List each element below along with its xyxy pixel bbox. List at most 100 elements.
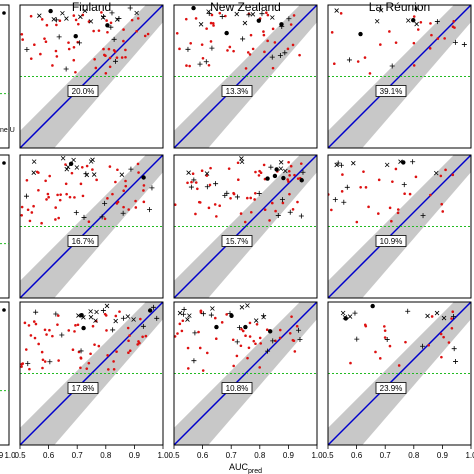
- red-point: [436, 37, 440, 40]
- red-point: [37, 188, 40, 192]
- cross-point: [187, 313, 192, 318]
- red-point: [397, 364, 401, 367]
- red-point: [288, 332, 292, 335]
- red-point: [134, 199, 137, 203]
- red-point: [73, 196, 76, 199]
- red-point: [330, 31, 334, 34]
- plus-point: [109, 10, 115, 16]
- cross-point: [374, 18, 380, 24]
- red-point: [33, 43, 36, 47]
- percent-box: [221, 85, 253, 97]
- cross-point: [134, 10, 139, 16]
- red-point: [85, 367, 89, 370]
- red-point: [379, 43, 382, 46]
- plus-point: [461, 42, 467, 48]
- one-to-one-line: [174, 155, 317, 298]
- red-point: [296, 200, 299, 204]
- red-point: [107, 47, 111, 51]
- red-point: [128, 334, 131, 337]
- panel: 17.8%: [19, 301, 164, 446]
- red-point: [72, 45, 76, 49]
- x-axis-label: AUCpred: [229, 462, 262, 474]
- cross-point: [60, 155, 66, 161]
- red-point: [56, 323, 59, 326]
- plus-point: [200, 311, 206, 317]
- red-point: [383, 336, 387, 339]
- red-point: [51, 334, 54, 338]
- red-point: [257, 174, 261, 177]
- panel-frame: [327, 4, 472, 149]
- plus-point: [384, 336, 390, 342]
- red-point: [141, 335, 144, 339]
- cross-point: [125, 314, 131, 319]
- plus-point: [287, 209, 293, 215]
- red-point: [186, 346, 190, 350]
- red-point: [175, 31, 179, 35]
- red-point: [77, 22, 80, 26]
- red-point: [388, 344, 392, 348]
- red-point: [70, 171, 74, 175]
- red-point: [196, 187, 199, 191]
- red-point: [37, 342, 40, 346]
- cross-point: [185, 317, 190, 322]
- red-point: [262, 163, 266, 167]
- red-point: [258, 366, 261, 369]
- red-point: [178, 322, 182, 326]
- one-to-one-line: [328, 5, 471, 148]
- red-point: [227, 167, 231, 170]
- red-point: [430, 33, 433, 37]
- cross-point: [113, 318, 118, 324]
- red-point: [390, 219, 393, 223]
- red-point: [188, 64, 191, 68]
- plus-point: [73, 210, 79, 216]
- red-point: [442, 335, 445, 339]
- star-point: [105, 23, 110, 28]
- plus-point: [236, 325, 242, 331]
- red-point: [116, 200, 120, 204]
- plus-point: [450, 313, 456, 319]
- star-point: [214, 324, 219, 330]
- panel: 16.7%: [19, 154, 164, 299]
- red-point: [27, 324, 31, 327]
- cross-point: [93, 318, 98, 323]
- red-point: [207, 206, 211, 210]
- red-point: [236, 161, 240, 165]
- plus-point: [150, 304, 156, 310]
- red-point: [412, 41, 416, 45]
- red-point: [108, 65, 112, 69]
- red-point: [246, 51, 250, 54]
- red-point: [218, 204, 221, 208]
- plus-point: [279, 197, 285, 203]
- star-point: [358, 31, 363, 37]
- red-point: [116, 168, 119, 172]
- red-point: [200, 43, 204, 46]
- red-point: [281, 201, 285, 205]
- plus-point: [286, 16, 292, 22]
- plus-point: [108, 24, 114, 30]
- cross-point: [65, 164, 71, 170]
- red-point: [268, 219, 271, 222]
- red-point: [34, 322, 38, 326]
- plus-point: [420, 343, 426, 349]
- star-point: [243, 324, 248, 330]
- plus-point: [354, 336, 360, 342]
- red-point: [91, 168, 94, 171]
- red-point: [37, 171, 40, 174]
- red-point: [349, 361, 352, 365]
- red-point: [127, 339, 130, 343]
- cross-point: [239, 159, 245, 165]
- plus-point: [296, 327, 302, 333]
- plus-point: [63, 66, 69, 72]
- cross-point: [90, 157, 95, 163]
- red-point: [359, 185, 362, 189]
- red-point: [231, 338, 235, 342]
- red-point: [184, 17, 188, 21]
- cross-point: [278, 166, 284, 171]
- panel-frame: [173, 154, 318, 299]
- red-point: [235, 354, 239, 358]
- scatter-panels: 20.0% 13.3% 39.1% 16.7% 15.7% 10.9% 17.8% 10.8%…: [19, 4, 472, 446]
- panel: 13.3%: [173, 4, 318, 149]
- red-point: [112, 360, 115, 363]
- panel-frame: [19, 4, 164, 149]
- red-point: [81, 194, 85, 198]
